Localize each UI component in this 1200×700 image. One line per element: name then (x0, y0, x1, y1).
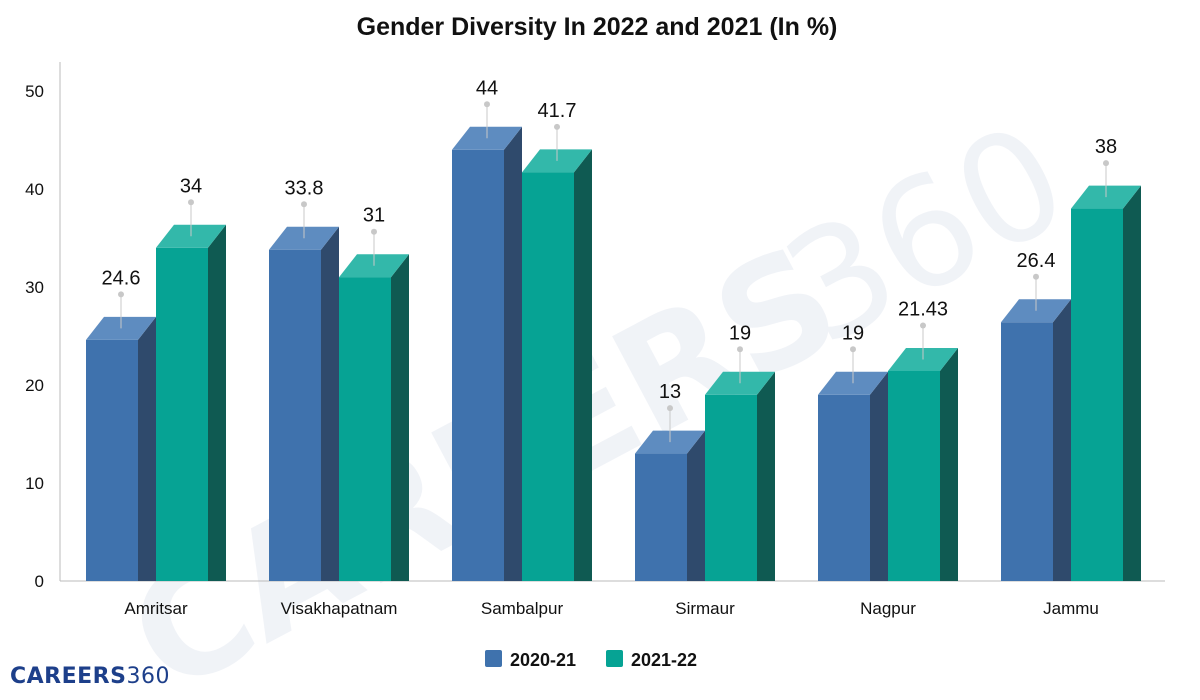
bar-side (208, 224, 226, 582)
data-label: 13 (659, 381, 681, 403)
bar-front (156, 247, 208, 582)
brand-part2: 360 (126, 664, 170, 689)
bar-side (1123, 185, 1141, 581)
bar: 19 (818, 322, 888, 581)
bar-side (574, 149, 592, 581)
bar-side (504, 126, 522, 582)
legend-item: 2020-21 (485, 650, 576, 670)
bar: 44 (452, 77, 522, 582)
bar: 34 (156, 175, 226, 582)
bar-front (86, 339, 138, 581)
y-tick-label: 40 (25, 180, 44, 199)
data-label: 19 (729, 322, 751, 344)
label-dot (554, 123, 560, 130)
legend-swatch (606, 650, 623, 667)
bar-front (1001, 322, 1053, 581)
x-tick-label: Nagpur (860, 599, 916, 618)
y-tick-label: 20 (25, 376, 44, 395)
y-ticks: 0 10 20 30 40 50 (25, 82, 44, 591)
bar-side (1053, 299, 1071, 581)
label-dot (920, 322, 926, 329)
bar-front (269, 249, 321, 581)
label-dot (371, 228, 377, 235)
bar: 31 (339, 205, 409, 581)
data-label: 41.7 (538, 100, 577, 122)
data-label: 19 (842, 322, 864, 344)
label-dot (850, 346, 856, 353)
label-dot (188, 199, 194, 206)
x-tick-label: Sirmaur (675, 599, 735, 618)
bar-front (888, 370, 940, 581)
bar-front (705, 394, 757, 581)
data-label: 21.43 (898, 298, 948, 320)
chart-title: Gender Diversity In 2022 and 2021 (In %) (357, 13, 838, 41)
x-tick-label: Amritsar (124, 599, 188, 618)
data-label: 26.4 (1017, 250, 1056, 272)
data-label: 44 (476, 77, 498, 99)
brand-logo: CAREERS360 (10, 664, 170, 689)
bar-side (321, 226, 339, 581)
bar: 24.6 (86, 267, 156, 581)
bar-side (687, 430, 705, 581)
legend-item: 2021-22 (606, 650, 697, 670)
legend-label: 2020-21 (510, 650, 576, 670)
bars: 24.6 34 33.8 31 44 41.7 13 19 19 21.43 26.4 38 (86, 77, 1141, 582)
y-tick-label: 50 (25, 82, 44, 101)
label-dot (301, 201, 307, 208)
bar-side (138, 316, 156, 581)
bar-side (870, 371, 888, 581)
bar-front (452, 149, 504, 582)
x-labels: Amritsar Visakhapatnam Sambalpur Sirmaur Nag… (124, 599, 1099, 618)
y-tick-label: 30 (25, 278, 44, 297)
bar-side (391, 254, 409, 581)
brand-part1: CAREERS (10, 664, 127, 689)
x-tick-label: Sambalpur (481, 599, 564, 618)
label-dot (118, 291, 124, 298)
label-dot (1103, 160, 1109, 167)
data-label: 33.8 (285, 177, 324, 199)
label-dot (737, 346, 743, 353)
bar: 21.43 (888, 298, 958, 581)
legend-label: 2021-22 (631, 650, 697, 670)
y-tick-label: 0 (35, 572, 44, 591)
bar-front (818, 394, 870, 581)
bar-side (940, 347, 958, 581)
data-label: 38 (1095, 136, 1117, 158)
legend: 2020-21 2021-22 (485, 650, 697, 670)
data-label: 31 (363, 205, 385, 227)
x-tick-label: Visakhapatnam (281, 599, 398, 618)
data-label: 24.6 (102, 267, 141, 289)
label-dot (484, 101, 490, 108)
bar-front (1071, 208, 1123, 581)
bar-front (522, 172, 574, 581)
label-dot (1033, 273, 1039, 280)
bar: 26.4 (1001, 250, 1071, 581)
bar-front (635, 453, 687, 581)
y-tick-label: 10 (25, 474, 44, 493)
bar-side (757, 371, 775, 581)
bar: 38 (1071, 136, 1141, 581)
bar: 13 (635, 381, 705, 581)
bar-front (339, 277, 391, 581)
bar: 19 (705, 322, 775, 581)
label-dot (667, 405, 673, 412)
x-tick-label: Jammu (1043, 599, 1099, 618)
data-label: 34 (180, 175, 202, 197)
bar: 41.7 (522, 100, 592, 581)
legend-swatch (485, 650, 502, 667)
bar: 33.8 (269, 177, 339, 581)
